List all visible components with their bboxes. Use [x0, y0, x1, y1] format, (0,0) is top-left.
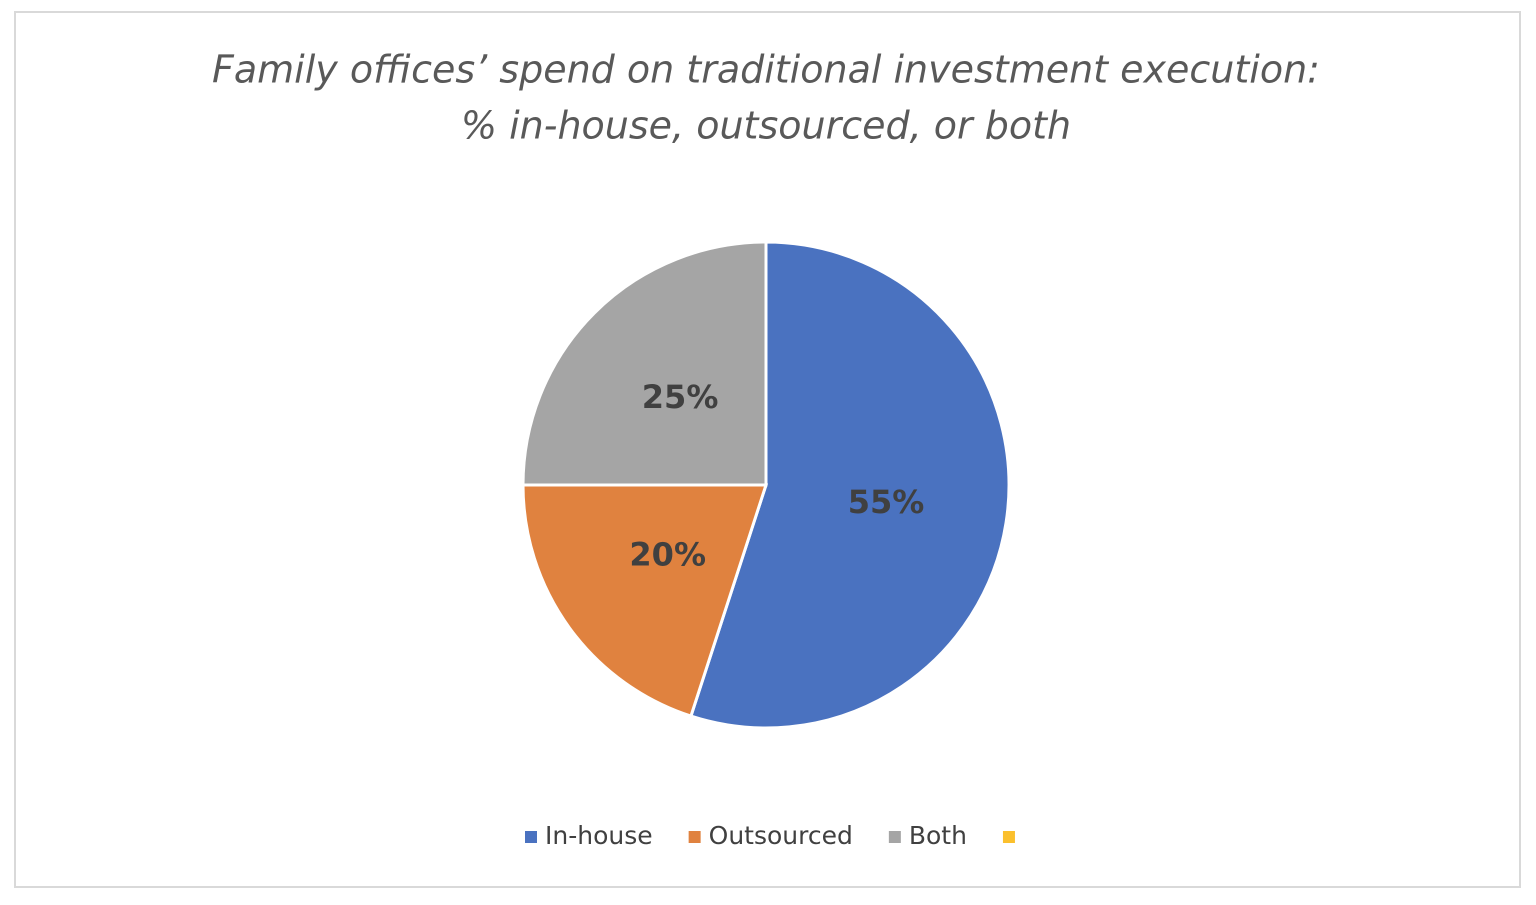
value-label: 20% — [629, 535, 706, 573]
legend-swatch — [525, 831, 537, 843]
legend-label: Both — [909, 821, 967, 850]
chart-title: % in-house, outsourced, or both — [461, 104, 1071, 148]
value-label: 25% — [642, 378, 719, 416]
pie-slice — [689, 240, 1011, 730]
legend-label: Outsourced — [709, 821, 853, 850]
value-label: 55% — [848, 483, 925, 521]
pie-slice — [521, 483, 769, 718]
legend-swatch — [688, 831, 701, 843]
chart-title: Family offices’ spend on traditional inv… — [212, 48, 1320, 92]
legend-label: In-house — [545, 821, 653, 850]
legend-swatch — [888, 831, 901, 843]
pie-slice — [521, 240, 768, 487]
legend-swatch — [1002, 831, 1015, 843]
